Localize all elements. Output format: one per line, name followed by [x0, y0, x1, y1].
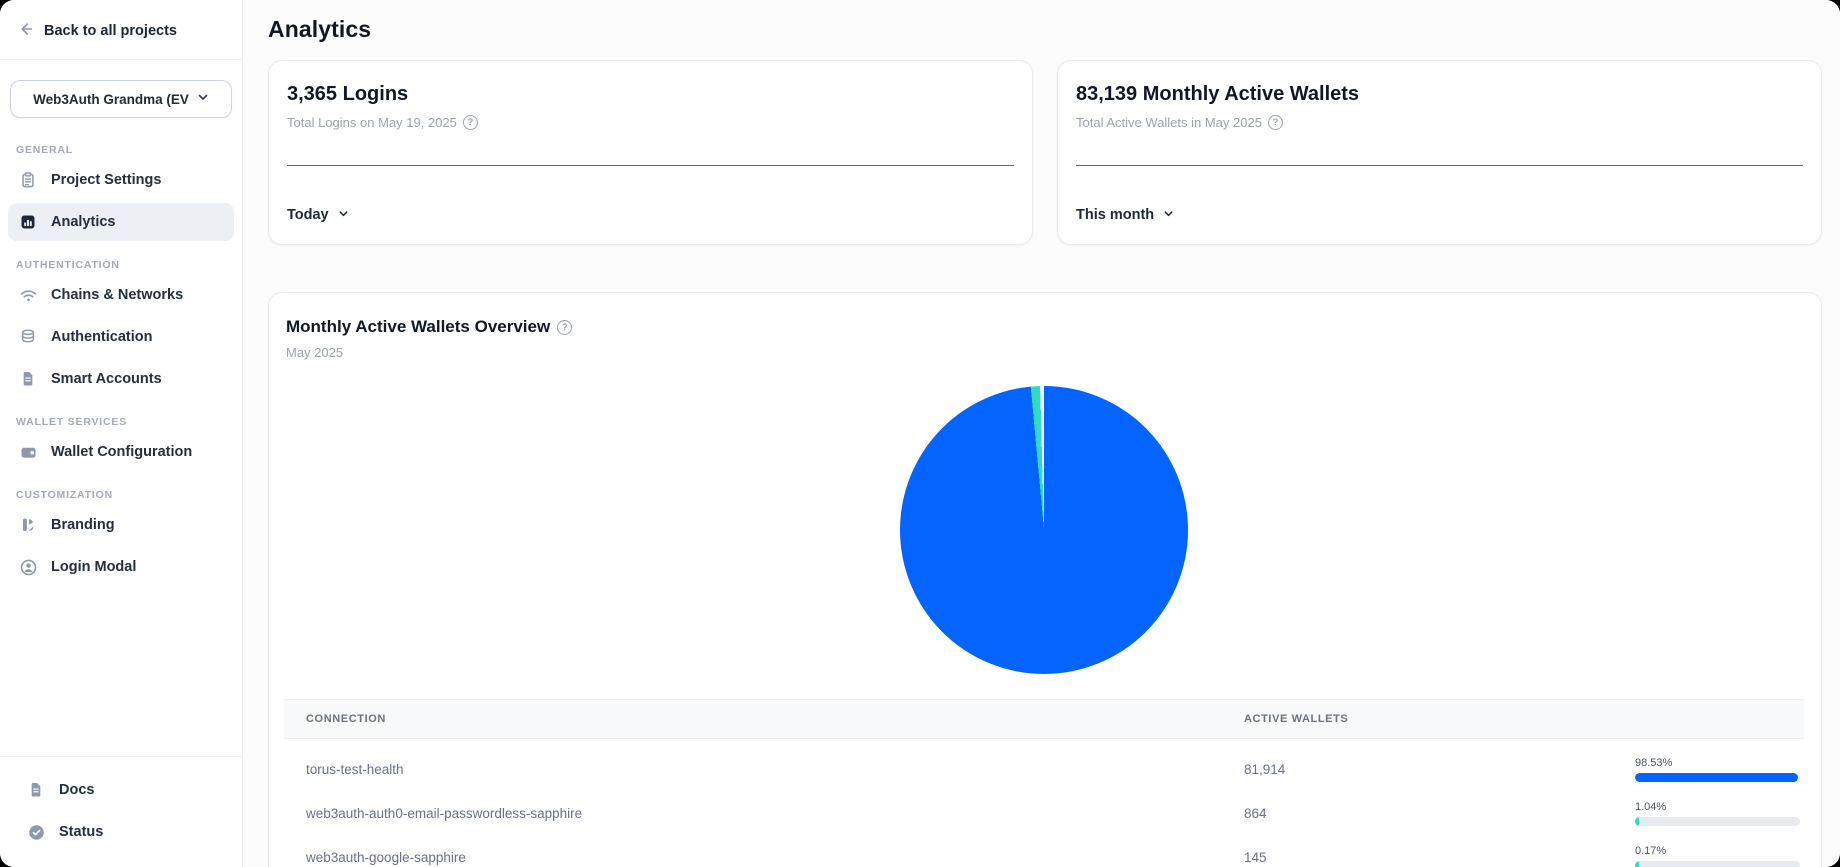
percent-cell: 1.04% — [1635, 801, 1800, 826]
active-wallets-value: 864 — [1244, 805, 1267, 821]
connection-name: web3auth-google-sapphire — [306, 849, 466, 865]
document-icon — [18, 369, 38, 389]
back-label: Back to all projects — [44, 22, 177, 39]
main-content: Analytics 3,365 Logins Total Logins on M… — [243, 0, 1840, 867]
percent-label: 1.04% — [1635, 800, 1667, 813]
percent-cell: 0.17% — [1635, 845, 1800, 867]
sidebar-item-wallet-configuration[interactable]: Wallet Configuration — [8, 433, 234, 471]
bar-chart-icon — [18, 212, 38, 232]
percent-bar — [1635, 816, 1800, 826]
stat-cards-row: 3,365 Logins Total Logins on May 19, 202… — [268, 60, 1822, 245]
active-wallets-value: 81,914 — [1244, 761, 1286, 777]
sidebar-item-analytics[interactable]: Analytics — [8, 203, 234, 241]
table-row: web3auth-auth0-email-passwordless-sapphi… — [284, 791, 1804, 835]
sidebar-nav: GENERAL Project Settings — [0, 126, 242, 756]
chevron-down-icon — [1163, 206, 1174, 224]
check-circle-icon — [26, 822, 46, 842]
wifi-icon — [18, 285, 38, 305]
sidebar-item-authentication[interactable]: Authentication — [8, 318, 234, 356]
sidebar-item-chains-networks[interactable]: Chains & Networks — [8, 276, 234, 314]
sidebar-item-label: Analytics — [51, 214, 116, 230]
mau-overview-card: Monthly Active Wallets Overview ? May 20… — [268, 292, 1822, 867]
logins-stat-title: 3,365 Logins — [287, 83, 409, 105]
sidebar-item-smart-accounts[interactable]: Smart Accounts — [8, 360, 234, 398]
project-selector-value: Web3Auth Grandma (EV — [33, 91, 189, 107]
sidebar-item-login-modal[interactable]: Login Modal — [8, 548, 234, 586]
sidebar-item-docs[interactable]: Docs — [16, 771, 226, 809]
logins-stat-card: 3,365 Logins Total Logins on May 19, 202… — [268, 60, 1033, 245]
axis-line — [287, 165, 1014, 166]
column-header-connection: CONNECTION — [306, 713, 386, 725]
sidebar: Back to all projects Web3Auth Grandma (E… — [0, 0, 243, 867]
sidebar-item-status[interactable]: Status — [16, 813, 226, 851]
mau-overview-title: Monthly Active Wallets Overview — [286, 317, 551, 336]
connections-table: CONNECTION ACTIVE WALLETS torus-test-hea… — [284, 699, 1804, 867]
arrow-left-icon — [16, 20, 34, 41]
chevron-down-icon — [197, 90, 209, 108]
mau-overview-subtitle: May 2025 — [286, 345, 344, 360]
page-title: Analytics — [268, 16, 372, 42]
sidebar-item-label: Status — [59, 824, 104, 840]
sidebar-item-branding[interactable]: Branding — [8, 506, 234, 544]
sidebar-item-label: Smart Accounts — [51, 371, 162, 387]
percent-bar — [1635, 860, 1800, 867]
percent-cell: 98.53% — [1635, 757, 1800, 782]
maw-range-dropdown[interactable]: This month — [1076, 206, 1174, 224]
chevron-down-icon — [338, 206, 349, 224]
help-icon[interactable]: ? — [557, 319, 573, 335]
table-row: web3auth-google-sapphire 145 0.17% — [284, 835, 1804, 867]
sidebar-item-label: Chains & Networks — [51, 287, 184, 303]
percent-bar — [1635, 772, 1800, 782]
sidebar-item-label: Branding — [51, 517, 115, 533]
sidebar-footer: Docs Status — [0, 756, 242, 867]
sidebar-item-label: Login Modal — [51, 559, 137, 575]
sidebar-item-project-settings[interactable]: Project Settings — [8, 161, 234, 199]
axis-line — [1076, 165, 1803, 166]
range-label: This month — [1076, 207, 1155, 223]
section-label-customization: CUSTOMIZATION — [16, 489, 113, 501]
maw-stat-subtitle: Total Active Wallets in May 2025 — [1076, 115, 1262, 130]
section-label-general: GENERAL — [16, 144, 73, 156]
help-icon[interactable]: ? — [462, 115, 478, 130]
table-header-row: CONNECTION ACTIVE WALLETS — [284, 699, 1804, 739]
database-icon — [18, 327, 38, 347]
document-icon — [26, 780, 46, 800]
table-row: torus-test-health 81,914 98.53% — [284, 747, 1804, 791]
back-to-projects-link[interactable]: Back to all projects — [0, 0, 242, 60]
wallet-icon — [18, 442, 38, 462]
logins-range-dropdown[interactable]: Today — [287, 206, 349, 224]
section-label-wallet-services: WALLET SERVICES — [16, 416, 127, 428]
mau-pie-chart — [900, 386, 1188, 674]
sidebar-item-label: Project Settings — [51, 172, 162, 188]
connection-name: web3auth-auth0-email-passwordless-sapphi… — [306, 805, 583, 821]
maw-stat-card: 83,139 Monthly Active Wallets Total Acti… — [1057, 60, 1822, 245]
project-selector[interactable]: Web3Auth Grandma (EV — [10, 80, 232, 118]
help-icon[interactable]: ? — [1267, 115, 1283, 130]
active-wallets-value: 145 — [1244, 849, 1267, 865]
sidebar-item-label: Docs — [59, 782, 95, 798]
percent-label: 0.17% — [1635, 844, 1667, 857]
section-label-authentication: AUTHENTICATION — [16, 259, 120, 271]
column-header-active-wallets: ACTIVE WALLETS — [1244, 713, 1349, 725]
clipboard-icon — [18, 170, 38, 190]
range-label: Today — [287, 207, 329, 223]
sidebar-item-label: Wallet Configuration — [51, 444, 193, 460]
percent-label: 98.53% — [1635, 756, 1673, 769]
brush-icon — [18, 515, 38, 535]
user-circle-icon — [18, 557, 38, 577]
sidebar-item-label: Authentication — [51, 329, 153, 345]
connection-name: torus-test-health — [306, 761, 404, 777]
maw-stat-title: 83,139 Monthly Active Wallets — [1076, 83, 1360, 105]
logins-stat-subtitle: Total Logins on May 19, 2025 — [287, 115, 457, 130]
